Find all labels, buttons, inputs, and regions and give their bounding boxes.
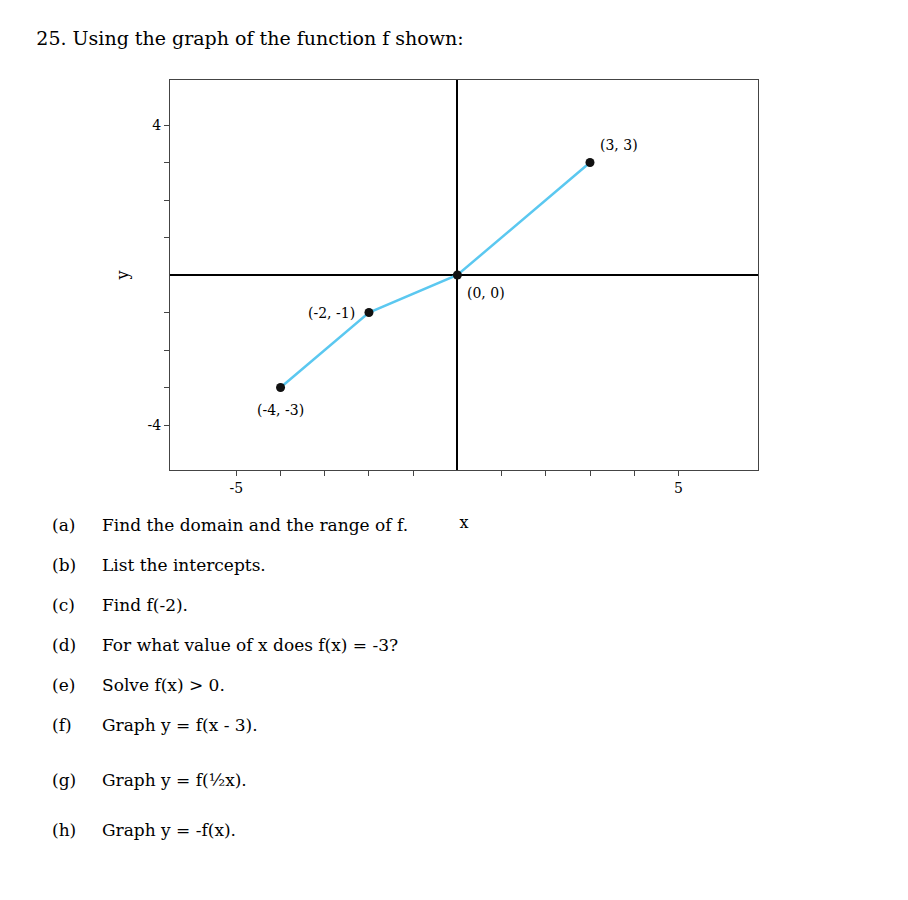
svg-text:Graph y = -f(x).: Graph y = -f(x). [102,820,236,840]
svg-text:For what value of x does f(x): For what value of x does f(x) = -3? [102,635,398,655]
svg-text:(0, 0): (0, 0) [467,285,505,301]
svg-text:List the intercepts.: List the intercepts. [102,555,266,575]
svg-text:4: 4 [152,117,161,133]
svg-text:x: x [459,513,468,532]
svg-text:5: 5 [674,480,683,496]
svg-text:Find f(-2).: Find f(-2). [102,595,188,615]
svg-text:Graph y = f(x - 3).: Graph y = f(x - 3). [102,715,258,735]
svg-text:Solve f(x) > 0.: Solve f(x) > 0. [102,675,225,695]
svg-text:Find the domain and the range: Find the domain and the range of f. [102,515,408,535]
svg-text:Graph y = f(½x).: Graph y = f(½x). [102,770,247,790]
svg-text:(c): (c) [52,595,75,615]
svg-text:-4: -4 [148,417,162,433]
svg-text:(a): (a) [52,515,75,535]
svg-text:(g): (g) [52,770,76,790]
svg-text:(3, 3): (3, 3) [600,137,638,153]
svg-text:(f): (f) [52,715,72,735]
svg-text:25. Using the graph of the fun: 25. Using the graph of the function f sh… [36,27,463,49]
svg-text:(-2, -1): (-2, -1) [308,305,355,321]
svg-text:(h): (h) [52,820,76,840]
svg-text:-5: -5 [229,480,243,496]
svg-text:(e): (e) [52,675,75,695]
svg-text:(-4, -3): (-4, -3) [257,402,304,418]
svg-text:(d): (d) [52,635,76,655]
svg-text:(b): (b) [52,555,76,575]
svg-text:y: y [113,270,132,280]
